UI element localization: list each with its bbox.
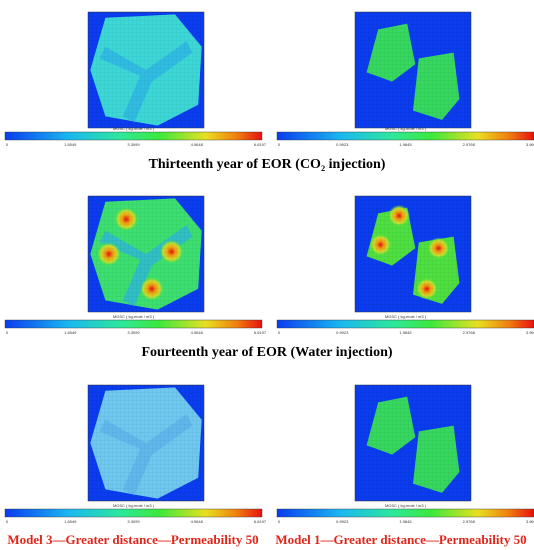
colorbar-tick-label: 6.6197	[254, 519, 267, 524]
colorbar-title: MGSC ( kg-mole / m3 )	[113, 314, 155, 319]
colorbar-tick-label: 0	[6, 330, 9, 335]
colorbar-title: MGSC ( kg-mole / m3 )	[385, 126, 427, 131]
colorbar-tick-label: 1.6549	[64, 142, 77, 147]
colorbar-tick-label: 0.9923	[336, 330, 349, 335]
colorbar	[276, 131, 534, 141]
row-caption: Fourteenth year of EOR (Water injection)	[141, 345, 392, 360]
colorbar	[276, 508, 534, 518]
colorbar-tick-label: 0	[6, 519, 9, 524]
colorbar-tick-label: 1.9845	[399, 519, 412, 524]
model-caption: Model 1—Greater distance—Permeability 50	[275, 532, 526, 547]
model-caption: Model 3—Greater distance—Permeability 50	[7, 532, 258, 547]
colorbar	[4, 319, 263, 329]
colorbar-tick-label: 6.6197	[254, 142, 267, 147]
grid-overlay	[355, 196, 471, 312]
colorbar-tick-label: 3.3099	[127, 519, 140, 524]
colorbar-tick-label: 4.9648	[191, 142, 204, 147]
colorbar	[4, 508, 263, 518]
colorbar-tick-label: 0.9923	[336, 519, 349, 524]
grid-overlay	[88, 385, 204, 501]
colorbar-tick-label: 2.9768	[463, 142, 476, 147]
grid-overlay	[355, 12, 471, 128]
colorbar-tick-label: 2.9768	[463, 330, 476, 335]
colorbar-tick-label: 4.9648	[191, 330, 204, 335]
colorbar-tick-label: 3.3099	[127, 330, 140, 335]
colorbar-tick-label: 0	[278, 519, 281, 524]
colorbar-tick-label: 3.9691	[526, 519, 534, 524]
colorbar-title: MGSC ( kg-mole / m3 )	[385, 503, 427, 508]
colorbar-tick-label: 0	[278, 142, 281, 147]
grid-overlay	[88, 12, 204, 128]
colorbar-title: MGSC ( kg-mole / m3 )	[113, 503, 155, 508]
colorbar-tick-label: 1.6549	[64, 519, 77, 524]
colorbar-title: MGSC ( kg-mole / m3 )	[113, 126, 155, 131]
colorbar-tick-label: 0	[278, 330, 281, 335]
colorbar-tick-label: 3.3099	[127, 142, 140, 147]
colorbar-tick-label: 0	[6, 142, 9, 147]
colorbar-title: MGSC ( kg-mole / m3 )	[385, 314, 427, 319]
colorbar-tick-label: 1.9845	[399, 330, 412, 335]
row-caption: Thirteenth year of EOR (CO₂ injection)	[149, 157, 386, 172]
colorbar-tick-label: 1.6549	[64, 330, 77, 335]
colorbar-tick-label: 4.9648	[191, 519, 204, 524]
grid-overlay	[355, 385, 471, 501]
colorbar-tick-label: 0.9923	[336, 142, 349, 147]
colorbar	[4, 131, 263, 141]
colorbar	[276, 319, 534, 329]
colorbar-tick-label: 3.9691	[526, 330, 534, 335]
colorbar-tick-label: 6.6197	[254, 330, 267, 335]
colorbar-tick-label: 3.9691	[526, 142, 534, 147]
grid-overlay	[88, 196, 204, 312]
colorbar-tick-label: 2.9768	[463, 519, 476, 524]
colorbar-tick-label: 1.9845	[399, 142, 412, 147]
